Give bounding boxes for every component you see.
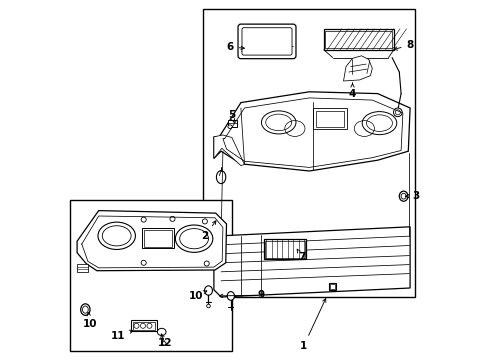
Text: 7: 7 (297, 249, 305, 262)
Ellipse shape (141, 260, 146, 265)
Ellipse shape (146, 323, 152, 328)
Ellipse shape (134, 323, 139, 328)
FancyBboxPatch shape (242, 28, 291, 55)
Ellipse shape (261, 111, 295, 134)
Ellipse shape (204, 261, 209, 266)
Bar (329, 284, 335, 289)
Bar (265, 241, 304, 258)
Bar (264, 239, 305, 259)
Polygon shape (213, 135, 244, 166)
Ellipse shape (140, 323, 145, 328)
Polygon shape (213, 92, 409, 171)
Text: 10: 10 (83, 312, 98, 329)
Bar (312, 108, 346, 129)
Polygon shape (343, 56, 371, 81)
Bar (142, 228, 174, 248)
Bar (133, 322, 155, 330)
Bar (203, 9, 415, 297)
Ellipse shape (175, 225, 212, 252)
Bar (143, 230, 172, 247)
Text: 3: 3 (405, 191, 418, 201)
Ellipse shape (393, 108, 401, 117)
Ellipse shape (179, 229, 208, 249)
Bar (323, 29, 393, 50)
Text: 4: 4 (348, 83, 355, 99)
Polygon shape (213, 227, 409, 297)
Ellipse shape (82, 306, 88, 313)
Text: 12: 12 (157, 334, 171, 348)
Text: 8: 8 (393, 40, 413, 50)
Ellipse shape (227, 125, 232, 129)
Ellipse shape (227, 292, 234, 300)
Ellipse shape (98, 222, 135, 249)
Text: 6: 6 (226, 42, 244, 52)
Ellipse shape (102, 226, 131, 246)
Text: 11: 11 (110, 330, 133, 341)
Ellipse shape (157, 328, 166, 336)
Bar (328, 283, 336, 290)
Text: 5: 5 (228, 110, 235, 123)
FancyBboxPatch shape (238, 24, 295, 59)
Ellipse shape (204, 286, 212, 295)
Text: 1: 1 (300, 299, 325, 351)
Ellipse shape (216, 171, 225, 184)
Text: 2: 2 (201, 221, 216, 241)
Text: 10: 10 (188, 291, 206, 301)
Bar (325, 31, 391, 48)
Polygon shape (77, 264, 88, 272)
Polygon shape (77, 211, 226, 271)
Ellipse shape (81, 304, 90, 315)
Ellipse shape (202, 219, 207, 224)
Ellipse shape (170, 216, 175, 221)
Ellipse shape (162, 342, 166, 345)
Ellipse shape (206, 304, 210, 308)
Bar (70, 200, 231, 351)
Bar (315, 111, 344, 127)
Ellipse shape (141, 217, 146, 222)
Bar (131, 320, 157, 331)
Text: 9: 9 (219, 290, 264, 300)
Ellipse shape (399, 191, 407, 201)
Ellipse shape (362, 112, 396, 135)
Bar (227, 120, 236, 127)
